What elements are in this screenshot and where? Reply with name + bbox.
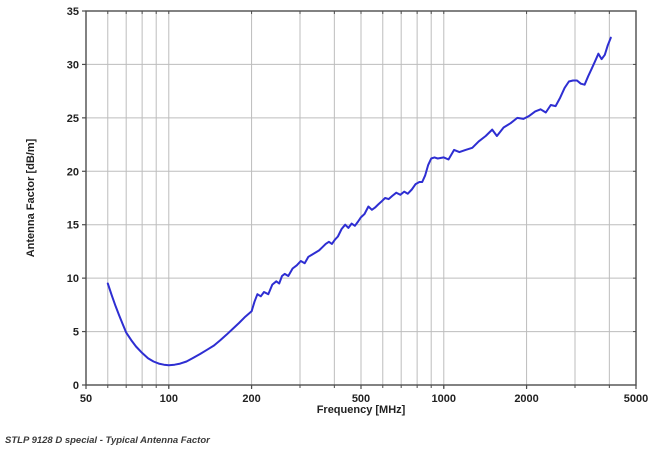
x-tick-label: 200 xyxy=(242,393,260,405)
y-tick-label: 15 xyxy=(67,220,79,232)
y-tick-label: 0 xyxy=(73,380,79,392)
plot-frame xyxy=(85,10,637,386)
y-tick-label: 10 xyxy=(67,273,79,285)
y-tick-label: 25 xyxy=(67,113,79,125)
x-tick-label: 500 xyxy=(352,393,370,405)
y-tick-label: 5 xyxy=(73,327,79,339)
figure-caption: STLP 9128 D special - Typical Antenna Fa… xyxy=(5,435,210,446)
x-tick-label: 50 xyxy=(80,393,92,405)
x-tick-label: 2000 xyxy=(514,393,538,405)
y-tick-label: 35 xyxy=(67,6,79,18)
y-tick-label: 20 xyxy=(67,166,79,178)
x-tick-label: 5000 xyxy=(624,393,648,405)
x-tick-label: 100 xyxy=(160,393,178,405)
x-axis-title: Frequency [MHz] xyxy=(316,404,406,416)
x-tick-label: 1000 xyxy=(432,393,456,405)
y-tick-label: 30 xyxy=(67,59,79,71)
antenna-factor-curve xyxy=(106,36,612,367)
y-axis-title: Antenna Factor [dB/m] xyxy=(25,138,37,258)
